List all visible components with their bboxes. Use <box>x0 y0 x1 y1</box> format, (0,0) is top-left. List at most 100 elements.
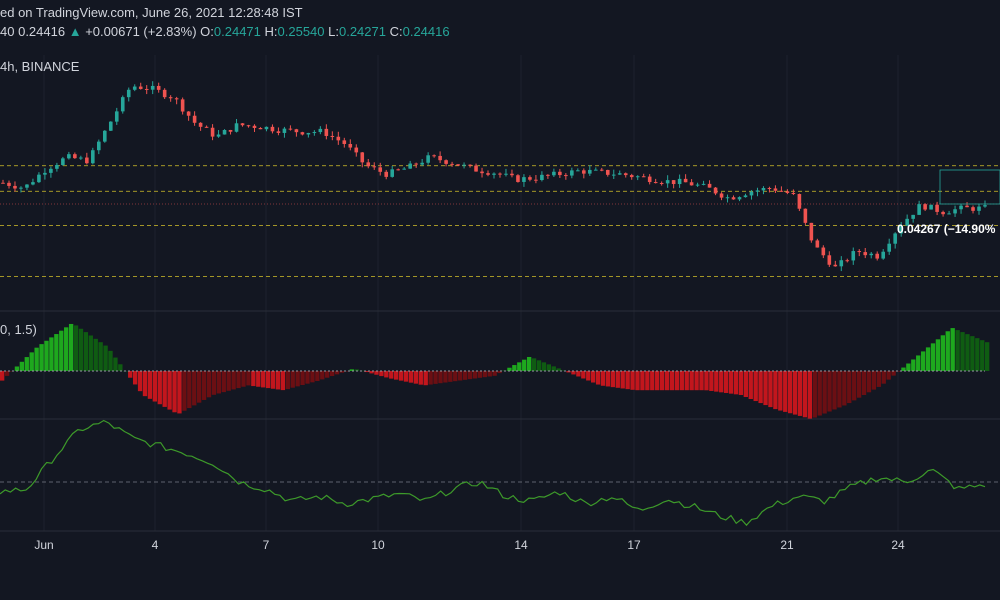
oscillator-bar <box>783 371 788 412</box>
rsi-line <box>0 419 986 527</box>
candle-body <box>73 154 77 159</box>
candle-body <box>270 126 275 132</box>
candle-body <box>540 174 544 181</box>
candle-body <box>114 111 119 122</box>
oscillator-bar <box>876 371 881 387</box>
oscillator-bar <box>428 371 433 385</box>
oscillator-bar <box>896 371 901 372</box>
oscillator-bar <box>152 371 157 402</box>
oscillator-bar <box>275 371 281 390</box>
oscillator-bar <box>394 371 399 380</box>
candle-body <box>803 208 808 223</box>
oscillator-bar <box>615 371 620 388</box>
candle-body <box>324 128 329 136</box>
oscillator-histogram <box>0 323 990 419</box>
candle-body <box>174 98 179 100</box>
oscillator-bar <box>674 371 680 391</box>
oscillator-bar <box>339 371 345 373</box>
oscillator-bar <box>985 342 990 371</box>
candle-body <box>546 174 550 176</box>
candle-body <box>246 125 251 127</box>
oscillator-bar <box>290 371 295 388</box>
candle-body <box>318 128 323 133</box>
oscillator-bar <box>576 371 581 377</box>
oscillator-bar <box>719 371 724 393</box>
price-change: +0.00671 (+2.83%) <box>85 24 197 39</box>
oscillator-bar <box>305 371 310 384</box>
oscillator-bar <box>635 371 640 391</box>
oscillator-bar <box>34 347 39 371</box>
candle-body <box>264 126 269 130</box>
oscillator-bar <box>581 371 586 379</box>
oscillator-bar <box>866 371 872 393</box>
oscillator-bar <box>4 371 10 376</box>
oscillator-bar <box>536 360 542 371</box>
oscillator-bar <box>487 371 492 377</box>
candle-body <box>444 160 448 164</box>
candle-body <box>102 130 107 142</box>
candle-body <box>300 132 305 135</box>
oscillator-bar <box>137 371 143 392</box>
candle-body <box>366 162 371 167</box>
oscillator-bar <box>906 363 911 371</box>
candle-body <box>935 204 939 212</box>
candle-body <box>492 173 496 175</box>
prev-close-fragment: 40 <box>0 24 15 39</box>
oscillator-bar <box>418 371 423 385</box>
oscillator-bar <box>413 371 419 384</box>
candle-body <box>983 205 987 207</box>
open-label: O: <box>200 24 214 39</box>
candle-body <box>402 168 406 170</box>
candle-body <box>815 240 820 248</box>
candle-body <box>186 111 191 116</box>
candle-body <box>570 170 574 176</box>
candle-body <box>893 233 897 244</box>
candle-body <box>330 135 335 137</box>
oscillator-bar <box>458 371 463 381</box>
candle-body <box>881 251 886 259</box>
oscillator-bar <box>482 371 487 378</box>
candle-body <box>785 191 790 193</box>
candle-body <box>659 182 664 184</box>
candle-body <box>773 188 778 191</box>
candle-body <box>240 123 245 126</box>
oscillator-bar <box>329 371 335 377</box>
candle-body <box>707 183 712 188</box>
oscillator-bar <box>320 371 325 380</box>
oscillator-bar <box>871 371 877 390</box>
candle-body <box>899 225 903 234</box>
candle-body <box>534 179 538 181</box>
x-tick-label: 4 <box>152 538 159 552</box>
oscillator-bar <box>694 371 699 391</box>
oscillator-bar <box>571 371 576 375</box>
candle-body <box>719 193 724 198</box>
oscillator-bar <box>443 371 448 383</box>
candle-body <box>695 184 700 186</box>
oscillator-bar <box>792 371 798 415</box>
oscillator-bar <box>669 371 675 391</box>
oscillator-bar <box>261 371 266 388</box>
candle-body <box>354 147 359 153</box>
oscillator-bar <box>256 371 261 387</box>
oscillator-bar <box>403 371 409 382</box>
oscillator-bar <box>556 368 561 371</box>
oscillator-bar <box>507 367 512 371</box>
oscillator-bar <box>83 332 89 371</box>
oscillator-bar <box>0 371 5 381</box>
oscillator-bar <box>802 371 808 418</box>
oscillator-bar <box>408 371 414 383</box>
oscillator-bar <box>492 371 497 376</box>
candle-body <box>941 211 945 215</box>
oscillator-bar <box>103 345 108 371</box>
candle-body <box>558 171 562 176</box>
oscillator-bar <box>935 339 941 371</box>
measure-box <box>939 169 1000 205</box>
close-label: C: <box>389 24 403 39</box>
candle-body <box>947 213 951 215</box>
oscillator-bar <box>723 371 729 393</box>
candle-body <box>851 251 856 261</box>
candle-body <box>923 204 927 210</box>
candle-body <box>198 122 203 127</box>
candle-body <box>647 176 652 183</box>
